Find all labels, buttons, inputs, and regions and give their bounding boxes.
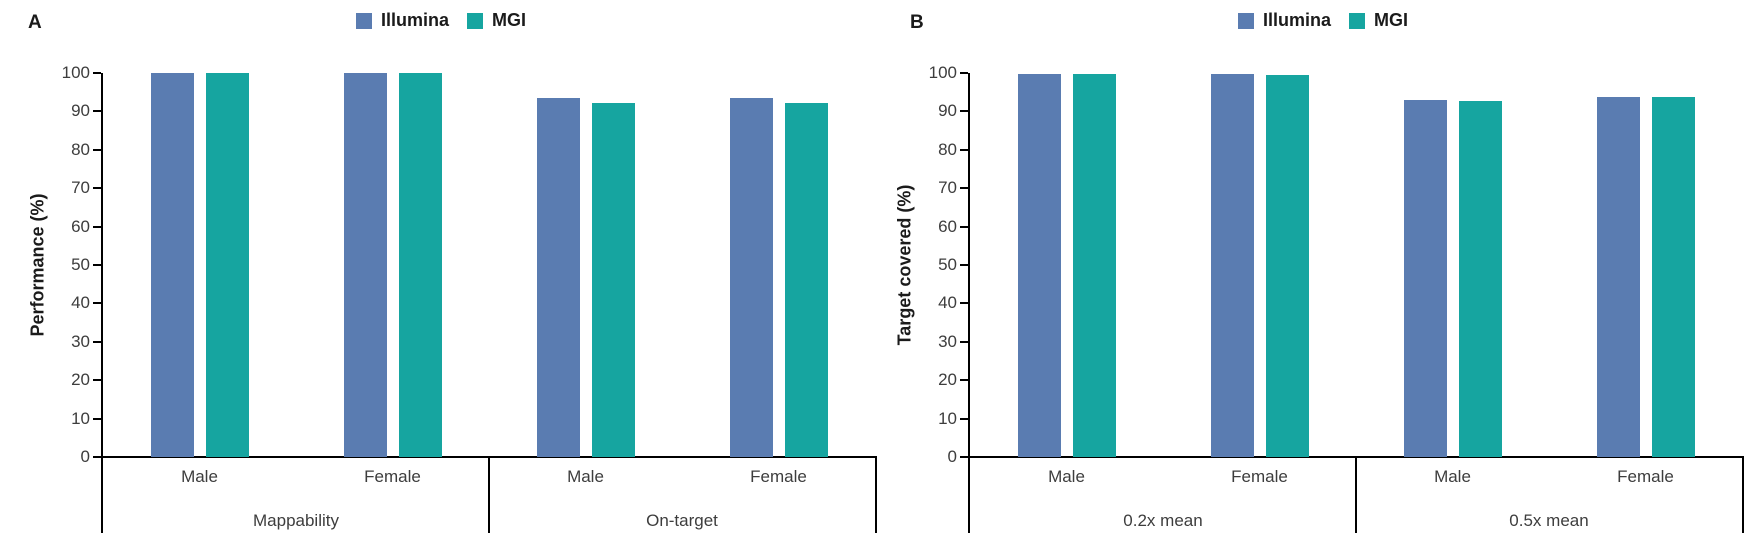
category-divider-line	[968, 457, 970, 533]
illumina-swatch-icon	[355, 12, 372, 29]
y-tick-label: 60	[71, 216, 90, 236]
y-tick-label: 40	[71, 293, 90, 313]
bar-illumina-female-3	[729, 97, 773, 457]
y-tick-label: 100	[61, 63, 90, 82]
bar-mgi-male-0	[205, 73, 249, 457]
bar-mgi-male-2	[1458, 100, 1502, 457]
y-tick-label: 60	[938, 216, 957, 236]
bar-illumina-male-2	[1403, 99, 1447, 457]
y-tick-label: 90	[71, 101, 90, 121]
y-tick-label: 30	[938, 331, 957, 351]
bar-illumina-male-0	[150, 73, 194, 457]
y-tick-label: 90	[938, 101, 957, 121]
y-tick-label: 50	[938, 255, 957, 274]
y-tick-mark	[960, 110, 968, 113]
x-group-label: 0.5x mean	[1509, 511, 1589, 530]
y-tick-mark	[960, 340, 968, 343]
y-tick-mark	[93, 72, 101, 74]
y-tick-label: 0	[80, 447, 90, 466]
illumina-swatch-icon	[1237, 12, 1254, 29]
panel-b: B Illumina MGI Target covered (%) 0 10 20 3…	[882, 0, 1764, 549]
y-tick-label: 40	[938, 293, 957, 313]
category-divider-line	[875, 457, 877, 533]
x-category-label: Female	[364, 467, 421, 486]
y-tick-mark	[960, 264, 968, 266]
y-tick-label: 20	[938, 370, 957, 390]
legend-label-mgi: MGI	[1374, 10, 1408, 30]
legend-label-mgi: MGI	[492, 10, 526, 30]
bar-illumina-female-1	[343, 73, 387, 457]
panel-b-letter: B	[910, 12, 924, 33]
y-tick-label: 50	[71, 255, 90, 274]
bar-mgi-male-0	[1072, 74, 1116, 457]
panel-a: A Illumina MGI Performance (%) 0 10 20 30 40…	[0, 10, 882, 533]
y-tick-mark	[93, 225, 101, 228]
legend-item-mgi: MGI	[1349, 10, 1408, 31]
y-tick-label: 70	[71, 178, 90, 198]
bar-illumina-male-2	[536, 97, 580, 457]
panel-a-letter: A	[28, 12, 42, 33]
y-tick-label: 30	[71, 331, 90, 351]
x-group-label: 0.2x mean	[1123, 511, 1203, 530]
category-divider-line	[101, 457, 103, 533]
bar-mgi-female-3	[1651, 96, 1695, 457]
y-tick-label: 20	[71, 370, 90, 390]
y-tick-mark	[960, 379, 968, 382]
x-group-label: Mappability	[253, 511, 339, 530]
x-group-label: On-target	[646, 511, 718, 530]
bar-mgi-female-1	[398, 73, 442, 457]
y-tick-mark	[960, 72, 968, 74]
legend-item-mgi: MGI	[467, 10, 526, 31]
y-tick-mark	[960, 187, 968, 190]
y-axis-line	[101, 73, 103, 459]
x-category-label: Female	[1231, 467, 1288, 486]
x-category-label: Male	[181, 467, 218, 486]
y-tick-mark	[93, 417, 101, 420]
y-tick-mark	[93, 148, 101, 151]
y-tick-label: 70	[938, 178, 957, 198]
bar-mgi-female-3	[784, 103, 828, 457]
y-tick-mark	[960, 456, 968, 458]
y-tick-mark	[93, 110, 101, 113]
y-tick-mark	[93, 456, 101, 458]
y-tick-label: 80	[938, 139, 957, 159]
mgi-swatch-icon	[1349, 12, 1365, 29]
legend-item-illumina: Illumina	[355, 10, 449, 31]
y-tick-label: 10	[938, 408, 957, 428]
mgi-swatch-icon	[467, 12, 483, 29]
x-category-label: Female	[750, 467, 807, 486]
panel-b-legend: Illumina MGI	[882, 10, 1764, 31]
bar-mgi-male-2	[591, 103, 635, 457]
y-tick-mark	[960, 302, 968, 305]
y-tick-mark	[93, 264, 101, 266]
bar-illumina-female-1	[1210, 74, 1254, 457]
y-tick-mark	[93, 379, 101, 382]
y-tick-mark	[960, 417, 968, 420]
x-category-label: Male	[567, 467, 604, 486]
x-category-label: Male	[1434, 467, 1471, 486]
y-tick-mark	[93, 302, 101, 305]
category-divider-line	[488, 457, 490, 533]
y-tick-label: 80	[71, 139, 90, 159]
legend-label-illumina: Illumina	[1262, 10, 1331, 30]
x-category-label: Male	[1048, 467, 1085, 486]
y-tick-label: 0	[947, 447, 957, 466]
category-divider-line	[1355, 457, 1357, 533]
bar-illumina-female-3	[1596, 96, 1640, 457]
panel-a-legend: Illumina MGI	[0, 10, 882, 31]
legend-label-illumina: Illumina	[380, 10, 449, 30]
y-tick-label: 100	[928, 63, 957, 82]
bar-illumina-male-0	[1017, 74, 1061, 457]
y-tick-mark	[960, 148, 968, 151]
bar-mgi-female-1	[1265, 74, 1309, 457]
x-category-label: Female	[1617, 467, 1674, 486]
category-divider-line	[1742, 457, 1744, 533]
y-axis-line	[968, 73, 970, 459]
y-tick-label: 10	[71, 408, 90, 428]
y-tick-mark	[93, 187, 101, 190]
y-tick-mark	[960, 225, 968, 228]
y-tick-mark	[93, 340, 101, 343]
legend-item-illumina: Illumina	[1237, 10, 1331, 31]
